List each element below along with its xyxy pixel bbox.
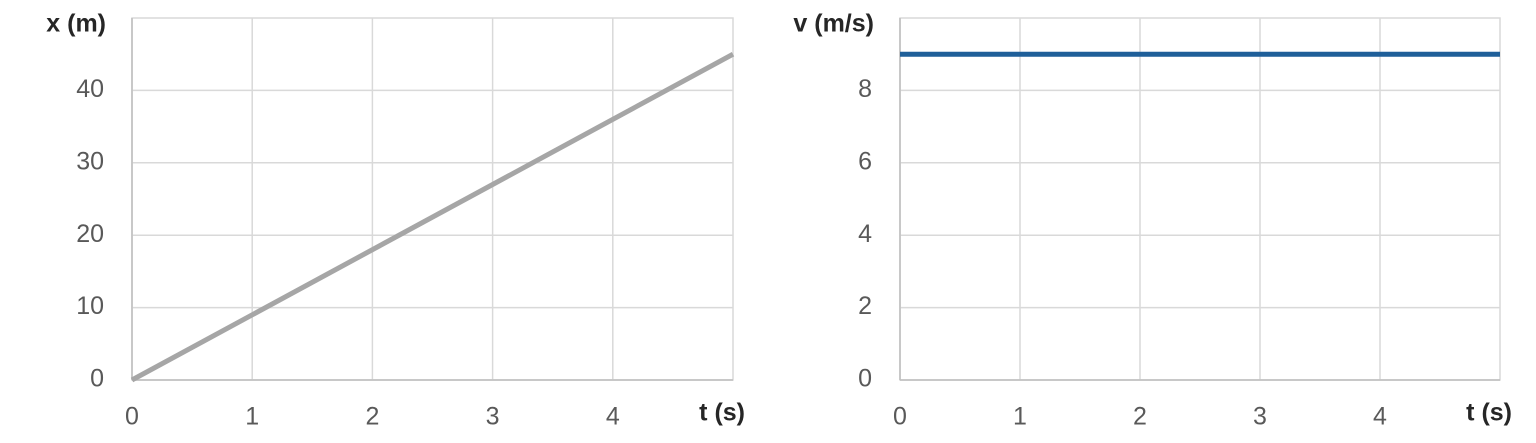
y-tick-label: 2 — [858, 292, 872, 320]
y-tick-label: 40 — [76, 75, 104, 103]
axis-title: v (m/s) — [793, 10, 874, 38]
y-tick-label: 20 — [76, 220, 104, 248]
y-tick-label: 6 — [858, 147, 872, 175]
y-tick-label: 8 — [858, 75, 872, 103]
axis-title: t (s) — [1466, 399, 1512, 427]
x-tick-label: 3 — [486, 403, 500, 431]
x-tick-label: 0 — [893, 403, 907, 431]
y-tick-label: 4 — [858, 220, 872, 248]
x-tick-label: 4 — [606, 403, 620, 431]
plot-frame — [899, 17, 1501, 381]
x-tick-label: 2 — [1133, 403, 1147, 431]
axis-title: x (m) — [46, 10, 106, 38]
y-tick-label: 10 — [76, 292, 104, 320]
plot-frame — [131, 17, 734, 381]
x-tick-label: 1 — [1013, 403, 1027, 431]
y-tick-label: 0 — [858, 365, 872, 393]
data-line — [130, 52, 735, 383]
x-tick-label: 1 — [245, 403, 259, 431]
y-tick-label: 0 — [90, 365, 104, 393]
x-tick-label: 3 — [1253, 403, 1267, 431]
x-tick-label: 0 — [125, 403, 139, 431]
x-tick-label: 2 — [365, 403, 379, 431]
axis-title: t (s) — [699, 399, 745, 427]
x-tick-label: 4 — [1373, 403, 1387, 431]
y-tick-label: 30 — [76, 147, 104, 175]
